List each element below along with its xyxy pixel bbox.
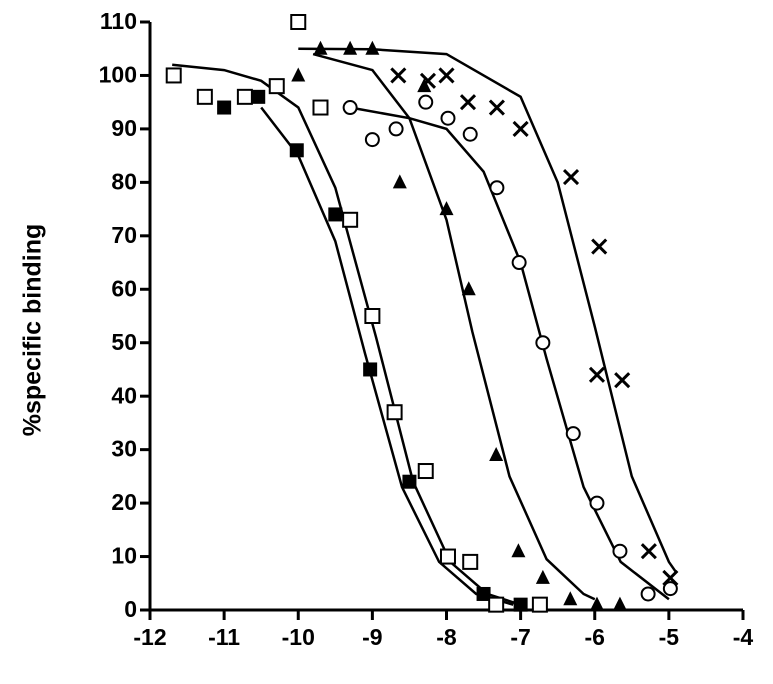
- point: [590, 368, 604, 382]
- y-tick-label: 10: [111, 543, 137, 569]
- y-tick-label: 90: [111, 115, 137, 141]
- point: [514, 598, 528, 612]
- point: [344, 101, 357, 114]
- point: [198, 90, 212, 104]
- point: [490, 181, 503, 194]
- y-tick-label: 20: [111, 489, 137, 515]
- y-tick-label: 60: [111, 275, 137, 301]
- y-tick-label: 40: [111, 382, 137, 408]
- x-tick-label: -12: [133, 624, 166, 650]
- point: [533, 598, 547, 612]
- point: [363, 362, 377, 376]
- point: [393, 174, 407, 188]
- point: [514, 122, 528, 136]
- y-tick-label: 30: [111, 436, 137, 462]
- point: [564, 170, 578, 184]
- point: [463, 555, 477, 569]
- x-tick-label: -8: [436, 624, 457, 650]
- point: [567, 427, 580, 440]
- point: [461, 95, 475, 109]
- point: [238, 90, 252, 104]
- fit-curve: [298, 49, 676, 573]
- point: [365, 309, 379, 323]
- y-tick-label: 80: [111, 168, 137, 194]
- x-tick-label: -6: [585, 624, 605, 650]
- y-axis-label: %specific binding: [19, 224, 47, 437]
- point: [613, 597, 627, 611]
- point: [328, 207, 342, 221]
- point: [291, 15, 305, 29]
- point: [366, 133, 379, 146]
- point: [167, 68, 181, 82]
- y-tick-label: 110: [100, 8, 137, 34]
- y-tick-label: 0: [124, 596, 137, 622]
- point: [464, 128, 477, 141]
- y-tick-label: 100: [99, 62, 137, 88]
- y-tick-label: 70: [111, 222, 137, 248]
- point: [313, 101, 327, 115]
- point: [462, 281, 476, 295]
- x-tick-label: -5: [659, 624, 680, 650]
- point: [440, 68, 454, 82]
- point: [642, 587, 655, 600]
- point: [251, 90, 265, 104]
- chart: %specific binding 0 10 20 30 40 50 60 70 80 90 100…: [0, 0, 773, 679]
- point: [441, 550, 455, 564]
- point: [489, 447, 503, 461]
- point: [536, 336, 549, 349]
- x-tick-label: -4: [733, 624, 754, 650]
- point: [613, 545, 626, 558]
- point: [365, 41, 379, 55]
- point: [642, 544, 656, 558]
- point: [343, 213, 357, 227]
- point: [489, 598, 503, 612]
- point: [388, 405, 402, 419]
- point: [343, 41, 357, 55]
- point: [513, 256, 526, 269]
- y-tick-label: 50: [111, 329, 137, 355]
- x-tick-label: -7: [510, 624, 530, 650]
- fit-curve: [261, 108, 513, 605]
- x-tick-label: -10: [282, 624, 315, 650]
- point: [441, 112, 454, 125]
- fit-curve: [172, 65, 520, 605]
- point: [270, 79, 284, 93]
- point: [390, 122, 403, 135]
- point: [290, 143, 304, 157]
- point: [592, 240, 606, 254]
- point: [615, 373, 629, 387]
- x-tick-label: -11: [208, 624, 240, 650]
- point: [391, 68, 405, 82]
- point: [217, 101, 231, 115]
- point: [536, 570, 550, 584]
- point: [490, 101, 504, 115]
- point: [563, 591, 577, 605]
- point: [419, 96, 432, 109]
- point: [291, 67, 305, 81]
- point: [402, 475, 416, 489]
- point: [590, 497, 603, 510]
- x-tick-label: -9: [362, 624, 382, 650]
- page: {"chart_data": { "type": "scatter", "yla…: [0, 0, 773, 679]
- point: [419, 464, 433, 478]
- point: [511, 543, 525, 557]
